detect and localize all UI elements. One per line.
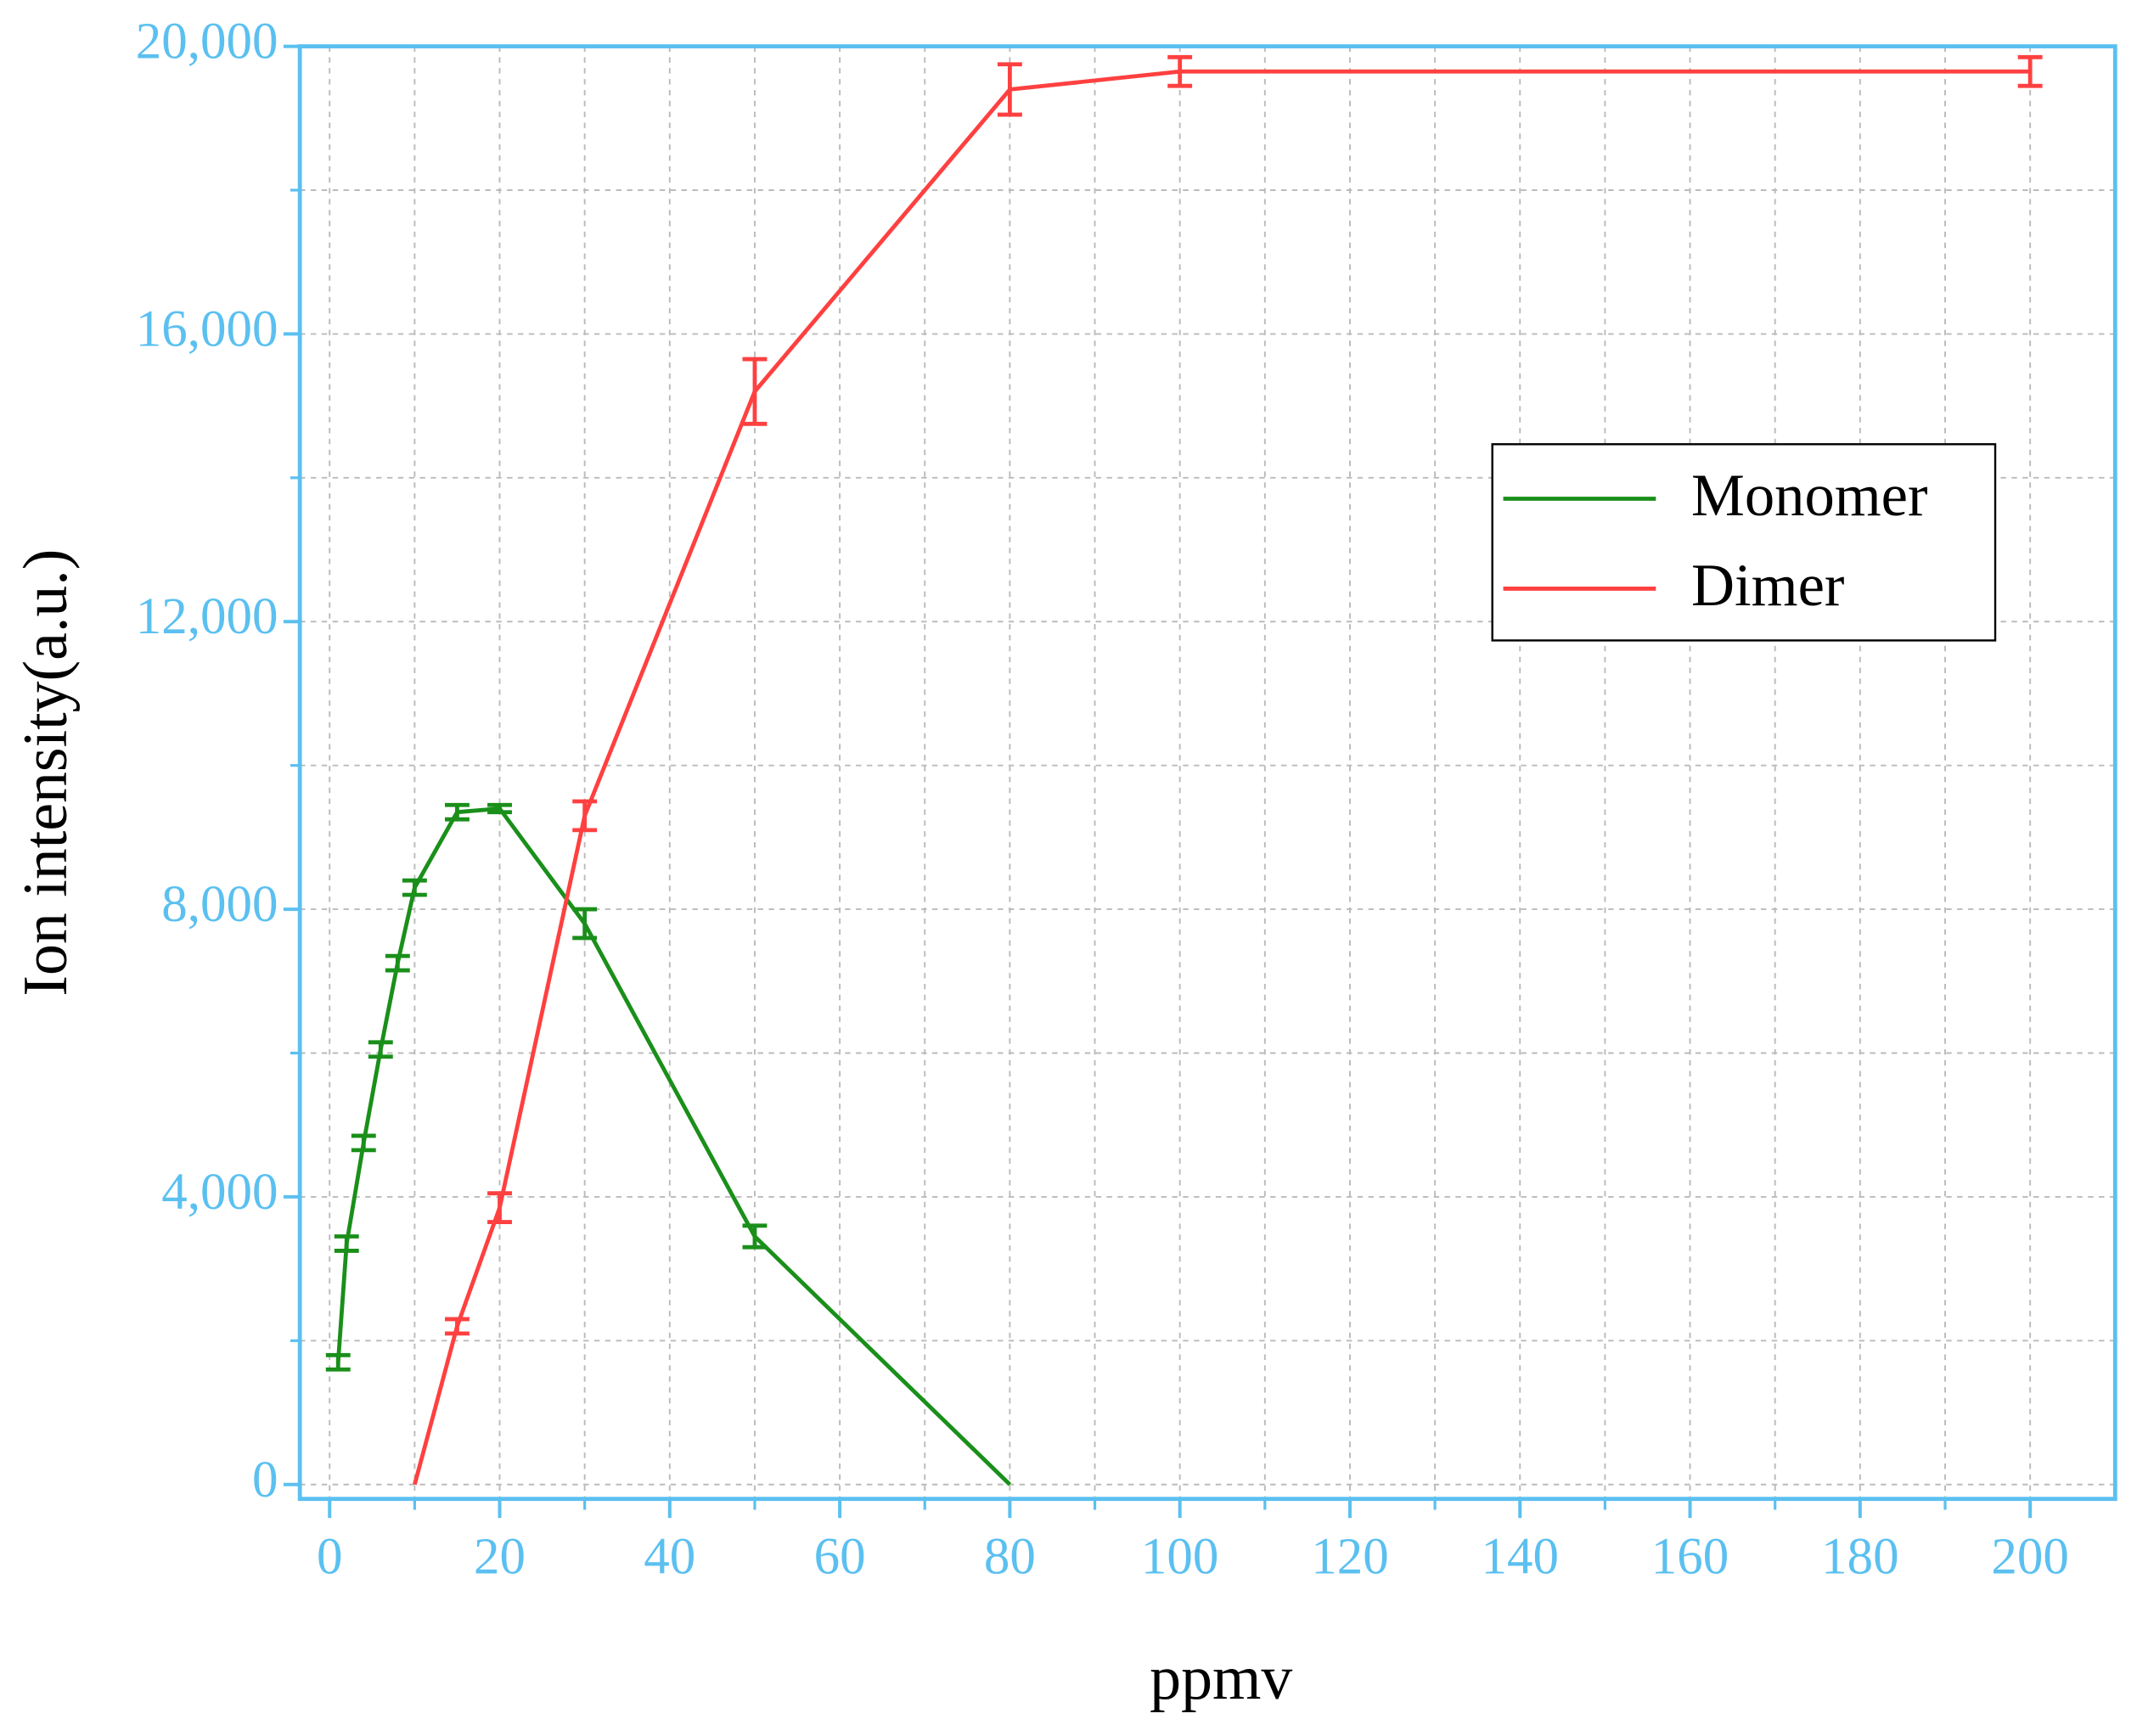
y-axis-label: Ion intensity(a.u.) (10, 549, 80, 997)
x-tick-label: 80 (984, 1529, 1036, 1586)
x-axis-label: ppmv (1150, 1643, 1292, 1712)
legend-label: Dimer (1691, 553, 1844, 619)
y-tick-label: 20,000 (136, 14, 278, 70)
error-bar (742, 357, 768, 426)
legend-box (1491, 443, 1997, 642)
error-bar (368, 1040, 393, 1059)
x-tick-label: 20 (474, 1529, 526, 1586)
error-bar (487, 1191, 512, 1224)
x-tick-label: 120 (1311, 1529, 1388, 1586)
y-tick-label: 12,000 (136, 588, 278, 645)
legend-label: Monomer (1691, 463, 1927, 529)
error-bar (1167, 54, 1193, 88)
error-bar (572, 799, 598, 833)
error-bar (445, 802, 470, 822)
error-bar (351, 1133, 376, 1153)
error-bar (325, 1352, 351, 1372)
error-bar (385, 953, 410, 973)
x-tick-label: 100 (1141, 1529, 1218, 1586)
error-bar (487, 802, 512, 815)
x-tick-label: 160 (1651, 1529, 1729, 1586)
error-bar (334, 1234, 359, 1253)
error-bar (402, 878, 427, 897)
plot-frame (297, 44, 2117, 1502)
error-bar (572, 907, 598, 941)
error-bar (742, 1223, 768, 1250)
x-tick-label: 200 (1991, 1529, 2068, 1586)
y-tick-label: 8,000 (161, 876, 278, 933)
x-tick-label: 140 (1482, 1529, 1559, 1586)
y-tick-label: 4,000 (161, 1164, 278, 1221)
error-bar (2017, 54, 2043, 88)
x-tick-label: 180 (1821, 1529, 1898, 1586)
x-tick-label: 0 (317, 1529, 343, 1586)
y-tick-label: 0 (252, 1452, 278, 1508)
error-bar (997, 62, 1022, 117)
series-line (413, 69, 2031, 1486)
x-tick-label: 40 (644, 1529, 695, 1586)
x-tick-label: 60 (814, 1529, 866, 1586)
error-bar (445, 1317, 470, 1336)
y-tick-label: 16,000 (136, 301, 278, 357)
